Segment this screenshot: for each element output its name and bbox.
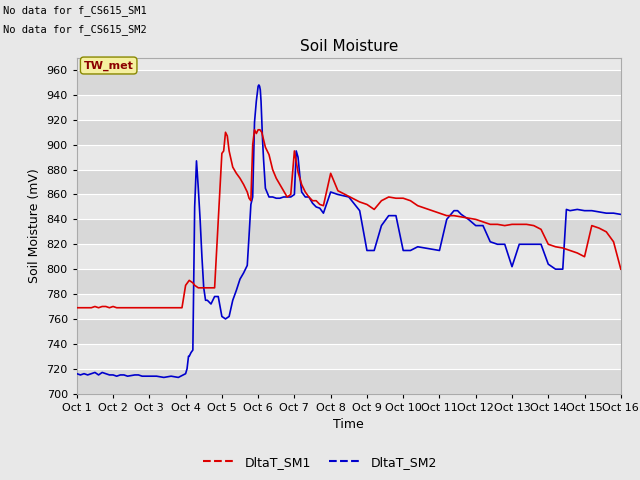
DltaT_SM2 (160, 374, 168, 380)
Y-axis label: Soil Moisture (mV): Soil Moisture (mV) (28, 168, 41, 283)
Bar (77, 369, 621, 394)
Text: No data for f_CS615_SM2: No data for f_CS615_SM2 (3, 24, 147, 35)
DltaT_SM1 (443, 213, 451, 218)
DltaT_SM2 (617, 212, 625, 217)
DltaT_SM1 (371, 206, 378, 212)
X-axis label: Time: Time (333, 418, 364, 431)
DltaT_SM1 (428, 208, 436, 214)
Text: TW_met: TW_met (84, 60, 134, 71)
Bar (77, 269, 621, 294)
Line: DltaT_SM2: DltaT_SM2 (77, 85, 621, 377)
DltaT_SM1 (211, 285, 218, 291)
DltaT_SM1 (160, 305, 168, 311)
DltaT_SM1 (251, 127, 259, 132)
Bar (77, 344, 621, 369)
DltaT_SM1 (73, 305, 81, 311)
Bar (77, 169, 621, 194)
Bar (77, 244, 621, 269)
DltaT_SM2 (102, 371, 109, 377)
Bar (77, 120, 621, 144)
DltaT_SM1 (120, 305, 128, 311)
DltaT_SM2 (356, 208, 364, 214)
DltaT_SM2 (301, 194, 309, 200)
DltaT_SM2 (312, 204, 320, 210)
Bar (77, 95, 621, 120)
Text: No data for f_CS615_SM1: No data for f_CS615_SM1 (3, 5, 147, 16)
Bar (77, 194, 621, 219)
Bar (77, 219, 621, 244)
DltaT_SM2 (195, 185, 202, 191)
DltaT_SM2 (259, 136, 266, 142)
DltaT_SM2 (73, 371, 81, 377)
Title: Soil Moisture: Soil Moisture (300, 39, 398, 54)
Bar (77, 319, 621, 344)
Line: DltaT_SM1: DltaT_SM1 (77, 130, 621, 308)
Bar (77, 144, 621, 169)
Bar (77, 294, 621, 319)
Legend: DltaT_SM1, DltaT_SM2: DltaT_SM1, DltaT_SM2 (198, 451, 442, 474)
Bar (77, 70, 621, 95)
DltaT_SM1 (617, 266, 625, 272)
DltaT_SM2 (255, 82, 262, 88)
